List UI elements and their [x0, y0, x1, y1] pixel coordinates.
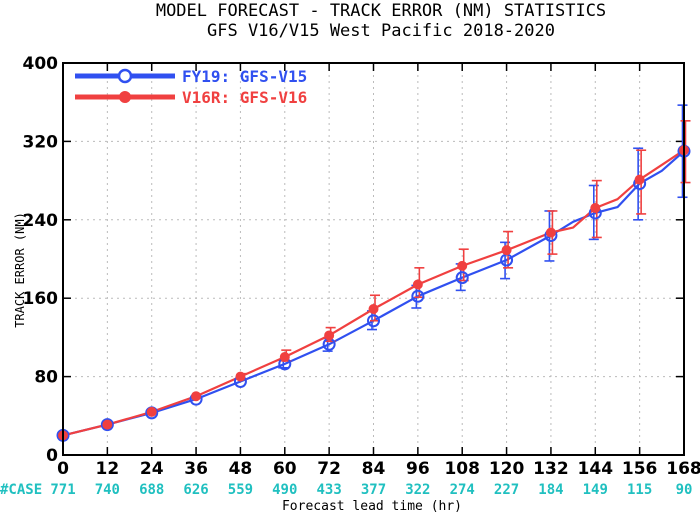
data-point-v16	[279, 352, 290, 362]
series-line-v15	[62, 150, 685, 437]
y-tick-label: 80	[34, 368, 58, 388]
case-count: 688	[139, 482, 164, 498]
case-count: 149	[583, 482, 608, 498]
case-count: 90	[676, 482, 693, 498]
x-tick-label: 108	[444, 459, 480, 479]
x-tick-label: 60	[273, 459, 297, 479]
tick-marks	[62, 62, 685, 456]
x-tick-label: 168	[666, 459, 700, 479]
data-point-v16	[457, 260, 468, 271]
data-point-v16	[146, 406, 157, 417]
y-axis-label: TRACK ERROR (NM)	[13, 212, 27, 328]
case-count: 771	[50, 482, 75, 498]
data-point-v15	[411, 289, 425, 303]
x-tick-label: 96	[406, 459, 430, 479]
data-point-v16	[412, 279, 423, 290]
data-point-v15	[367, 314, 380, 328]
x-tick-label: 144	[578, 459, 614, 479]
tick-labels: 0 12 24 36 48 60 72 84 96 108 120 132 144 156 168 0 80 16…	[23, 54, 700, 479]
data-point-v16	[191, 391, 202, 402]
data-point-v16	[102, 419, 113, 430]
x-tick-label: 36	[184, 459, 208, 479]
x-tick-label: 84	[362, 459, 386, 479]
x-tick-label: 132	[533, 459, 569, 479]
case-count: 184	[538, 482, 563, 498]
legend-marker-v16	[119, 91, 131, 103]
grid-lines	[63, 63, 684, 455]
data-point-v16	[545, 227, 556, 238]
data-point-v16	[590, 203, 601, 214]
y-tick-label: 160	[23, 289, 59, 309]
legend-label-v15: FY19: GFS-V15	[182, 67, 307, 86]
series-line-v16	[62, 149, 685, 437]
legend-label-v16: V16R: GFS-V16	[182, 88, 307, 107]
x-tick-label: 72	[317, 459, 341, 479]
x-tick-label: 24	[140, 459, 164, 479]
case-count: 227	[494, 482, 519, 498]
x-tick-label: 48	[229, 459, 253, 479]
chart-title: MODEL FORECAST - TRACK ERROR (NM) STATIS…	[156, 1, 606, 21]
data-point-v16	[235, 371, 246, 382]
case-count: 274	[450, 482, 475, 498]
case-count: 740	[95, 482, 120, 498]
x-tick-label: 0	[57, 459, 69, 479]
legend: FY19: GFS-V15 V16R: GFS-V16	[75, 67, 307, 107]
case-count: 115	[627, 482, 652, 498]
data-point-v16	[634, 174, 645, 185]
case-label: #CASE	[0, 482, 42, 498]
case-count: 433	[316, 482, 341, 498]
plot-frame	[62, 62, 685, 456]
data-point-v16	[324, 330, 335, 341]
data-point-v16	[368, 303, 379, 314]
chart-subtitle: GFS V16/V15 West Pacific 2018-2020	[207, 21, 555, 41]
y-tick-label: 320	[23, 132, 59, 152]
y-tick-label: 0	[46, 446, 58, 466]
case-count: 377	[361, 482, 386, 498]
x-tick-label: 12	[96, 459, 120, 479]
x-tick-label: 156	[622, 459, 658, 479]
series-layer	[56, 104, 691, 442]
x-tick-label: 120	[489, 459, 525, 479]
y-tick-label: 400	[23, 54, 59, 74]
legend-marker-v15	[117, 68, 133, 84]
x-axis-label: Forecast lead time (hr)	[282, 499, 462, 514]
data-point-v15	[100, 418, 114, 432]
case-count: 626	[183, 482, 208, 498]
data-point-v15	[455, 271, 469, 285]
data-point-v16	[501, 245, 512, 256]
y-tick-label: 240	[23, 211, 59, 231]
case-count: 322	[405, 482, 430, 498]
case-counts: 771 740 688 626 559 490 433 377 322 274 227 184 149 1…	[50, 482, 692, 498]
case-count: 559	[228, 482, 253, 498]
case-count: 490	[272, 482, 297, 498]
